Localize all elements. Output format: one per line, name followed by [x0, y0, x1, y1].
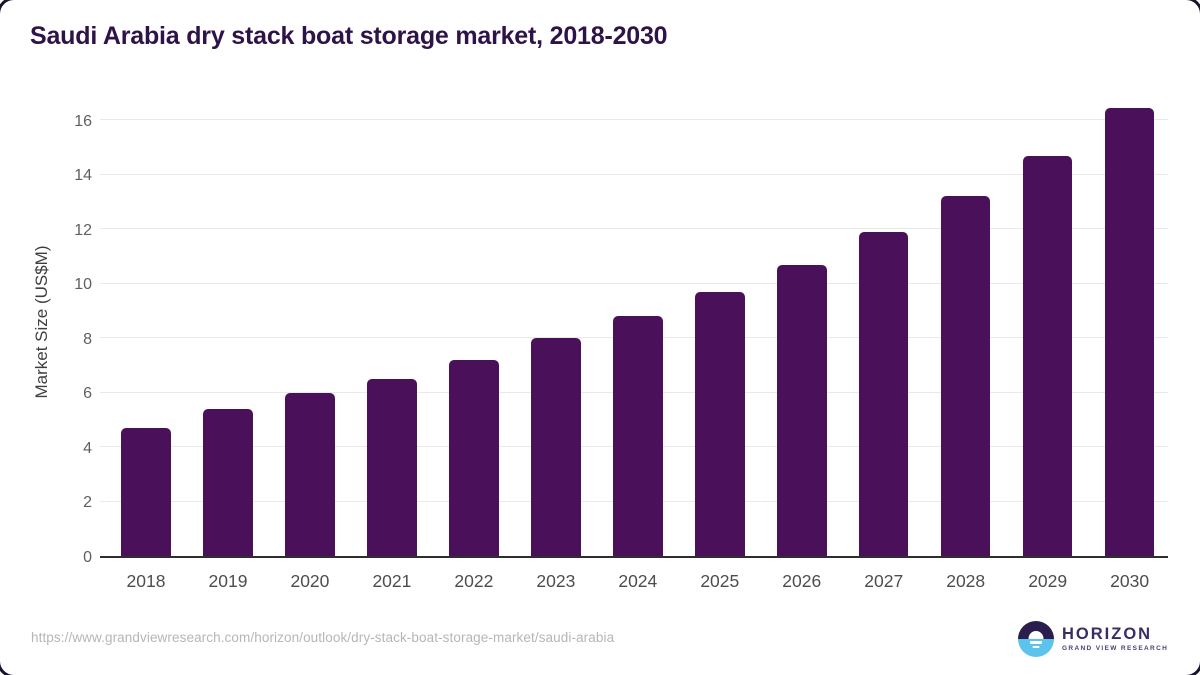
x-tick-label: 2018 [126, 571, 166, 591]
bar-2025[interactable] [695, 292, 745, 556]
y-tick-label: 2 [83, 494, 92, 511]
x-tick-label: 2022 [454, 571, 494, 591]
bar-2022[interactable] [449, 359, 499, 556]
bar-2023[interactable] [531, 338, 581, 556]
logo-tagline: GRAND VIEW RESEARCH [1062, 645, 1169, 652]
y-tick-label: 0 [83, 548, 92, 566]
y-tick-label: 14 [74, 167, 92, 184]
x-tick-label: 2024 [618, 571, 658, 591]
horizon-logo: HORIZON GRAND VIEW RESEARCH [1018, 620, 1178, 660]
bar-2019[interactable] [203, 409, 253, 556]
y-tick-label: 6 [83, 385, 92, 402]
bar-2020[interactable] [285, 393, 335, 556]
bar-2027[interactable] [858, 231, 909, 556]
chart-title: Saudi Arabia dry stack boat storage mark… [30, 22, 668, 50]
sun-icon [1028, 631, 1044, 639]
x-tick-label: 2029 [1028, 571, 1068, 591]
y-tick-label: 12 [74, 221, 92, 239]
x-tick-label: 2025 [700, 571, 740, 591]
bar-2029[interactable] [1022, 156, 1073, 556]
x-tick-label: 2023 [536, 571, 576, 591]
gridline [100, 119, 1168, 120]
gridline [100, 282, 1168, 284]
x-tick-label: 2028 [946, 571, 986, 591]
x-tick-label: 2027 [864, 571, 904, 591]
y-tick-label: 10 [74, 276, 92, 293]
gridline [100, 173, 1168, 175]
logo-brand-name: HORIZON [1062, 625, 1153, 643]
bar-2021[interactable] [367, 379, 417, 556]
horizon-logo-icon [1018, 621, 1054, 657]
water-reflection-icon [1032, 646, 1040, 648]
y-tick-label: 16 [74, 112, 92, 130]
bar-2030[interactable] [1104, 108, 1155, 556]
y-tick-label: 8 [83, 330, 92, 348]
x-tick-label: 2019 [208, 571, 248, 591]
bar-2018[interactable] [121, 428, 171, 556]
bar-2026[interactable] [777, 265, 827, 556]
y-tick-label: 4 [83, 439, 92, 457]
logo-text: HORIZON GRAND VIEW RESEARCH [1062, 625, 1169, 653]
source-url: https://www.grandviewresearch.com/horizo… [31, 630, 615, 645]
x-tick-label: 2021 [372, 571, 412, 591]
x-tick-label: 2026 [782, 571, 822, 591]
water-reflection-icon [1030, 641, 1042, 644]
y-axis-title: Market Size (US$M) [32, 245, 51, 399]
x-tick-label: 2030 [1110, 571, 1150, 591]
bar-2028[interactable] [940, 196, 991, 556]
x-axis-tick-labels: 2018 2019 2020 2021 2022 2023 2024 2025 2026 2027… [0, 571, 1200, 597]
x-tick-label: 2020 [290, 571, 330, 591]
gridline [100, 228, 1168, 229]
bar-2024[interactable] [613, 316, 663, 556]
plot-area [100, 98, 1168, 558]
